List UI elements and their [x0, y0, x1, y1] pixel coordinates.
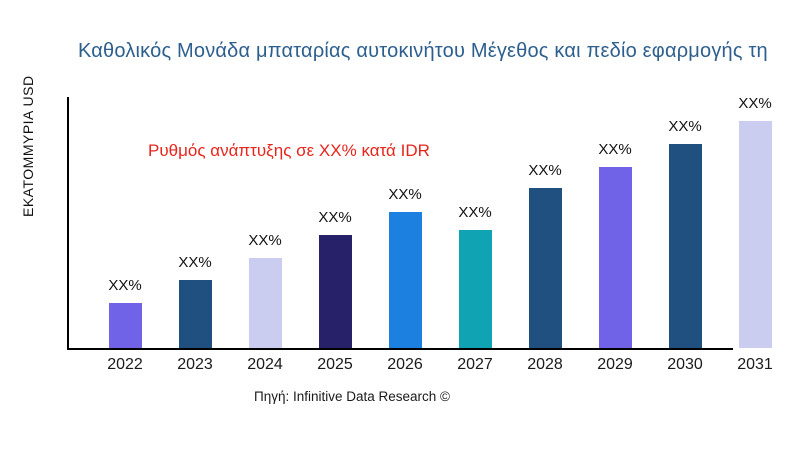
- bar-value-label-2029: XX%: [598, 141, 632, 158]
- x-tick-label-2023: 2023: [177, 356, 213, 373]
- bar-2030: [669, 144, 702, 348]
- x-tick-label-2027: 2027: [457, 356, 493, 373]
- bar-2026: [389, 212, 422, 348]
- x-tick-label-2030: 2030: [667, 356, 703, 373]
- bar-value-label-2030: XX%: [668, 118, 702, 135]
- x-tick-label-2022: 2022: [107, 356, 143, 373]
- bar-2025: [319, 235, 352, 348]
- y-axis-line: [67, 97, 69, 350]
- bar-2024: [249, 258, 282, 348]
- bar-2028: [529, 188, 562, 348]
- bar-2029: [599, 167, 632, 348]
- bar-value-label-2023: XX%: [178, 254, 212, 271]
- growth-rate-annotation: Ρυθμός ανάπτυξης σε XX% κατά IDR: [148, 141, 430, 160]
- bar-value-label-2025: XX%: [318, 209, 352, 226]
- x-tick-label-2025: 2025: [317, 356, 353, 373]
- x-tick-label-2024: 2024: [247, 356, 283, 373]
- bar-value-label-2031: XX%: [738, 95, 772, 112]
- x-tick-label-2031: 2031: [737, 356, 773, 373]
- x-tick-label-2028: 2028: [527, 356, 563, 373]
- bar-2023: [179, 280, 212, 348]
- bar-2022: [109, 303, 142, 348]
- bar-value-label-2027: XX%: [458, 204, 492, 221]
- x-tick-label-2029: 2029: [597, 356, 633, 373]
- bar-value-label-2022: XX%: [108, 277, 142, 294]
- bar-value-label-2024: XX%: [248, 232, 282, 249]
- bar-value-label-2028: XX%: [528, 162, 562, 179]
- chart-title: Καθολικός Μονάδα μπαταρίας αυτοκινήτου Μ…: [78, 40, 768, 62]
- y-axis-title: ΕΚΑΤΟΜΜΥΡΙΑ USD: [20, 75, 36, 217]
- source-note: Πηγή: Infinitive Data Research ©: [253, 389, 451, 404]
- bar-value-label-2026: XX%: [388, 186, 422, 203]
- x-axis-line: [67, 348, 733, 350]
- bar-2031: [739, 121, 772, 348]
- bar-2027: [459, 230, 492, 348]
- x-tick-label-2026: 2026: [387, 356, 423, 373]
